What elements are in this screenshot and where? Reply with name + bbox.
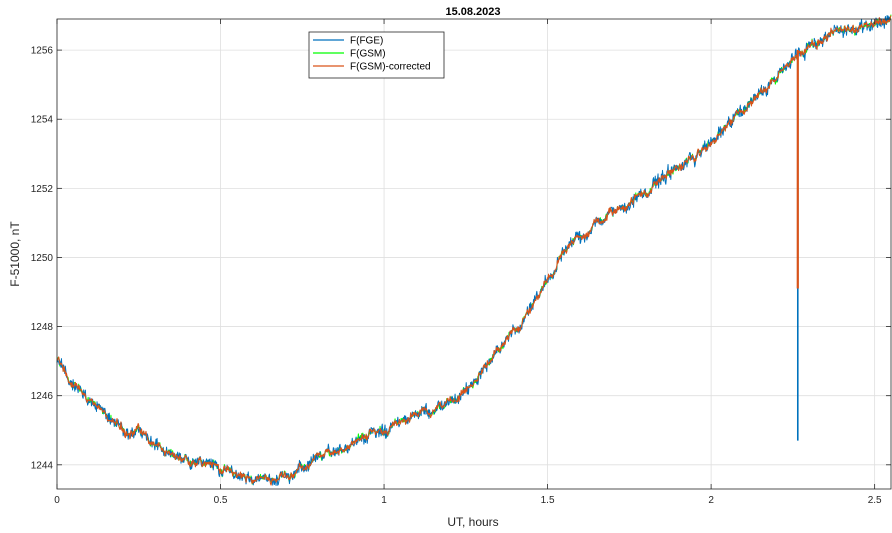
y-axis: 1244 1246 1248 1250 1252 1254 1256 — [31, 46, 891, 471]
x-tick-label: 2.5 — [868, 495, 882, 506]
y-tick-label: 1256 — [31, 46, 54, 57]
legend-label: F(GSM)-corrected — [350, 62, 431, 73]
y-axis-label: F-51000, nT — [8, 221, 22, 287]
chart-title: 15.08.2023 — [445, 6, 500, 18]
y-tick-label: 1246 — [31, 391, 54, 402]
x-tick-label: 1 — [381, 495, 387, 506]
legend: F(FGE) F(GSM) F(GSM)-corrected — [308, 31, 445, 79]
x-tick-label: 1.5 — [541, 495, 555, 506]
y-tick-label: 1252 — [31, 184, 54, 195]
y-tick-label: 1250 — [31, 253, 54, 264]
y-tick-label: 1244 — [31, 460, 54, 471]
legend-label: F(GSM) — [350, 49, 386, 60]
x-tick-label: 0.5 — [214, 495, 228, 506]
grid — [56, 19, 891, 489]
x-axis-label: UT, hours — [447, 515, 498, 529]
plot-area — [56, 14, 892, 486]
series-line — [56, 15, 892, 486]
y-tick-label: 1248 — [31, 322, 54, 333]
x-axis: 0 0.5 1 1.5 2 2.5 — [54, 19, 882, 506]
x-tick-label: 2 — [708, 495, 714, 506]
y-tick-label: 1254 — [31, 115, 54, 126]
legend-label: F(FGE) — [350, 36, 383, 47]
plot-frame — [56, 18, 892, 490]
x-tick-label: 0 — [54, 495, 60, 506]
